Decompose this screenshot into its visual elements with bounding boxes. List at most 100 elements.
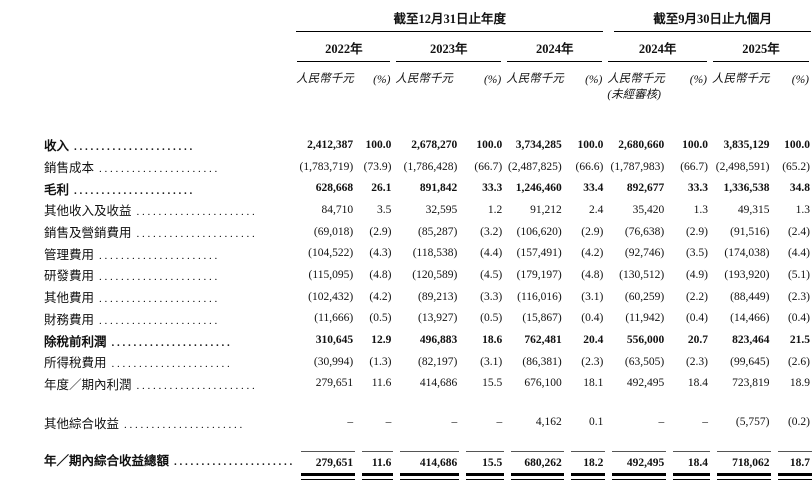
amount-value: (1,786,428): [403, 160, 458, 173]
row-label: 管理費用: [44, 242, 294, 264]
pct-value: 34.8: [789, 182, 810, 195]
pct-value: 33.3: [687, 182, 709, 195]
amount-value: 310,645: [315, 334, 354, 347]
unaudited-note: (未經審核): [607, 89, 661, 101]
double-rule: [504, 469, 564, 483]
amount-value: 680,262: [504, 433, 564, 469]
amount-value: 2,412,387: [307, 138, 354, 151]
table-body: 收入 2,412,387 100.0 2,678,270 100.0 3,734,285 1…: [44, 134, 812, 483]
pct-value: (4.2): [369, 290, 392, 303]
amount-value: (11,942): [625, 312, 665, 325]
row-label-text: 所得稅費用: [44, 356, 107, 371]
row-label: 銷售及營銷費用: [44, 221, 294, 243]
pct-value: 18.4: [666, 433, 711, 469]
dot-leader: [74, 185, 292, 197]
pct-value: 18.6: [482, 334, 503, 347]
amount-value: (179,197): [516, 268, 562, 281]
table-row: 管理費用 (104,522) (4.3) (118,538) (4.4) (157,491…: [44, 242, 812, 264]
pct-value: (0.4): [685, 312, 709, 325]
amount-value: 279,651: [315, 377, 354, 390]
amount-value: (104,522): [308, 247, 354, 260]
pct-value: (2.6): [787, 355, 810, 368]
year-header-2022: 2022年: [294, 32, 393, 62]
pct-value: (66.7): [474, 160, 503, 173]
double-rule: [710, 469, 772, 483]
pct-value: (4.5): [480, 268, 503, 281]
amount-value: (15,867): [522, 312, 562, 325]
year-header-2023: 2023年: [393, 32, 504, 62]
amount-value: 4,162: [535, 416, 562, 429]
pct-value: 20.7: [687, 334, 709, 347]
amount-value: 414,686: [419, 377, 458, 390]
row-label-text: 其他綜合收益: [44, 416, 120, 431]
double-rule: [666, 469, 711, 483]
amount-value: (120,589): [412, 268, 458, 281]
group-header-annual: 截至12月31日止年度: [294, 8, 605, 32]
row-label: 收入: [44, 134, 294, 156]
dot-leader: [124, 419, 292, 431]
pct-label: (%): [585, 74, 603, 86]
row-label-text: 銷售及營銷費用: [44, 226, 132, 241]
row-label-text: 管理費用: [44, 247, 95, 262]
pct-value: 18.1: [583, 377, 604, 390]
amount-value: 723,819: [732, 377, 770, 390]
pct-value: (2.3): [787, 290, 810, 303]
amount-value: (2,487,825): [508, 160, 562, 173]
pct-value: 100.0: [476, 138, 503, 151]
row-label-text: 收入: [44, 139, 70, 154]
amount-value: (14,466): [730, 312, 770, 325]
double-rule: [393, 469, 460, 483]
unit-header-row: 人民幣千元 (%) 人民幣千元 (%) 人民幣千元 (%) 人民幣千元 (%) …: [44, 62, 812, 86]
amount-value: 556,000: [626, 334, 665, 347]
pct-value: (4.2): [581, 247, 604, 260]
double-rule: [355, 469, 394, 483]
pct-value: (65.2): [782, 160, 810, 173]
pct-value: 100.0: [682, 138, 709, 151]
pct-value: (0.5): [480, 312, 503, 325]
table-row: 所得稅費用 (30,994) (1.3) (82,197) (3.1) (86,381) (…: [44, 351, 812, 373]
amount-value: (1,787,983): [610, 160, 665, 173]
dot-leader: [137, 228, 293, 240]
row-label-text: 銷售成本: [44, 161, 95, 176]
amount-value: 762,481: [524, 334, 562, 347]
pct-value: (2.9): [369, 225, 392, 238]
row-label: 其他收入及收益: [44, 199, 294, 221]
amount-value: (193,920): [724, 268, 770, 281]
pct-value: (0.4): [581, 312, 604, 325]
unit-label: 人民幣千元: [395, 73, 453, 85]
double-rule: [771, 469, 812, 483]
table-row: 銷售及營銷費用 (69,018) (2.9) (85,287) (3.2) (106,62…: [44, 221, 812, 243]
row-label: 其他費用: [44, 286, 294, 308]
pct-value: 33.3: [482, 182, 503, 195]
pct-value: (4.4): [787, 247, 810, 260]
label-column-header: [44, 8, 294, 32]
row-label: 其他綜合收益: [44, 394, 294, 433]
pct-value: –: [702, 416, 709, 429]
table-row: 年度／期內利潤 279,651 11.6 414,686 15.5 676,100 18.1…: [44, 373, 812, 395]
pct-value: –: [385, 416, 392, 429]
pct-value: 18.2: [564, 433, 606, 469]
amount-value: (115,095): [308, 268, 354, 281]
amount-value: 91,212: [530, 203, 562, 216]
amount-value: –: [658, 416, 665, 429]
double-rule: [605, 469, 667, 483]
pct-value: (4.3): [369, 247, 392, 260]
pct-value: 2.4: [588, 203, 604, 216]
pct-value: (4.9): [685, 268, 709, 281]
amount-value: (1,783,719): [299, 160, 354, 173]
pct-value: 0.1: [588, 416, 604, 429]
amount-value: (130,512): [619, 268, 665, 281]
year-header-2024: 2024年: [504, 32, 605, 62]
dot-leader: [99, 271, 292, 283]
dot-leader: [99, 315, 292, 327]
amount-value: 1,336,538: [723, 182, 770, 195]
amount-value: (5,757): [735, 416, 770, 429]
amount-value: 414,686: [393, 433, 460, 469]
amount-value: 2,678,270: [411, 138, 458, 151]
amount-value: 49,315: [737, 203, 770, 216]
amount-value: 892,677: [626, 182, 665, 195]
table-row: 財務費用 (11,666) (0.5) (13,927) (0.5) (15,867) (0…: [44, 308, 812, 330]
amount-value: 492,495: [626, 377, 665, 390]
amount-value: (63,505): [624, 355, 665, 368]
table-row: 銷售成本 (1,783,719) (73.9) (1,786,428) (66.7) (2…: [44, 156, 812, 178]
